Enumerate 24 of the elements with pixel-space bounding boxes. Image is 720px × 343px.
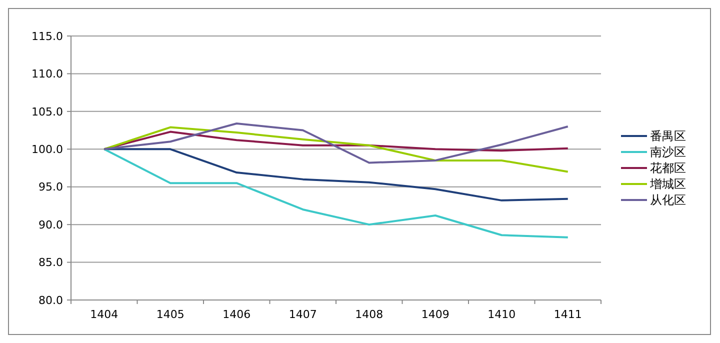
y-tick-label: 85.0 — [38, 256, 63, 270]
legend-label: 番禺区 — [650, 129, 686, 144]
y-tick-label: 110.0 — [32, 68, 63, 81]
line-series — [103, 148, 569, 238]
x-tick-label: 1409 — [421, 308, 450, 321]
line-series — [103, 126, 569, 173]
x-tick-label: 1406 — [222, 308, 251, 321]
x-tick-label: 1411 — [554, 308, 582, 321]
y-tick-label: 115.0 — [32, 30, 63, 43]
x-tick-label: 1407 — [288, 308, 317, 321]
legend-label: 花都区 — [650, 161, 686, 176]
legend-label: 从化区 — [650, 193, 686, 208]
y-tick-label: 95.0 — [38, 180, 63, 194]
x-tick-label: 1404 — [90, 308, 118, 321]
x-tick-label: 1405 — [156, 308, 184, 321]
y-tick-label: 105.0 — [32, 105, 63, 118]
y-tick-label: 80.0 — [38, 294, 63, 307]
y-tick-label: 90.0 — [38, 218, 63, 232]
x-tick-label: 1410 — [488, 308, 516, 321]
legend-label: 增城区 — [649, 177, 686, 192]
y-tick-label: 100.0 — [32, 142, 63, 156]
x-tick-label: 1408 — [355, 308, 384, 321]
legend-label: 南沙区 — [650, 145, 686, 160]
line-series — [103, 122, 569, 164]
